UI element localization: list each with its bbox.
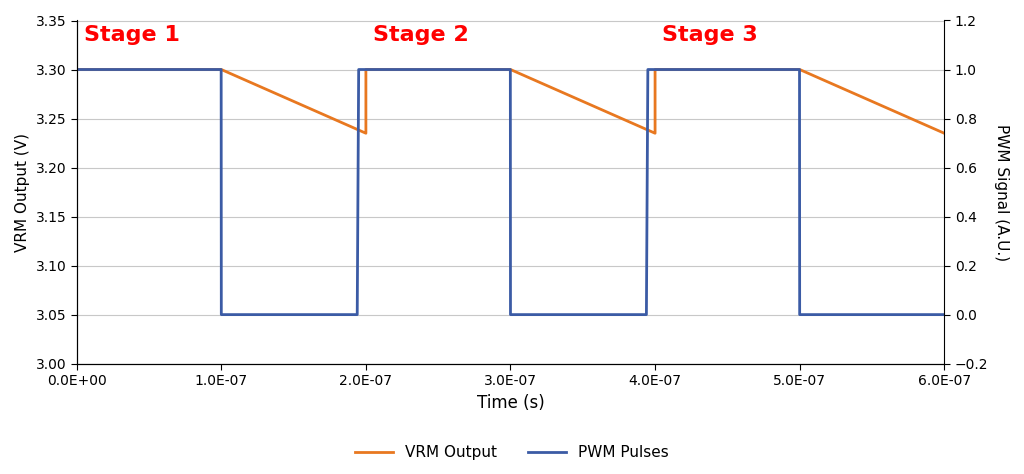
Line: PWM Pulses: PWM Pulses [77,70,944,315]
PWM Pulses [351,312,364,318]
Text: Stage 1: Stage 1 [84,26,180,46]
PWM Pulses [642,67,654,73]
VRM Output [215,67,227,73]
PWM Pulses [215,312,227,318]
PWM Pulses [794,67,806,73]
Text: Stage 3: Stage 3 [663,26,758,46]
VRM Output [359,67,372,73]
Legend: VRM Output, PWM Pulses: VRM Output, PWM Pulses [349,439,675,466]
Text: Stage 2: Stage 2 [373,26,469,46]
PWM Pulses [938,312,950,318]
PWM Pulses [505,312,517,318]
VRM Output [359,130,372,136]
VRM Output [794,67,806,73]
PWM Pulses [640,312,652,318]
Y-axis label: VRM Output (V): VRM Output (V) [15,133,30,252]
VRM Output [649,130,662,136]
VRM Output [938,130,950,136]
VRM Output [71,67,83,73]
PWM Pulses [215,67,227,73]
Line: VRM Output: VRM Output [77,70,944,133]
PWM Pulses [71,67,83,73]
PWM Pulses [352,67,365,73]
PWM Pulses [504,67,516,73]
Y-axis label: PWM Signal (A.U.): PWM Signal (A.U.) [994,124,1009,261]
X-axis label: Time (s): Time (s) [476,393,545,411]
PWM Pulses [794,312,806,318]
VRM Output [505,67,517,73]
VRM Output [649,67,662,73]
